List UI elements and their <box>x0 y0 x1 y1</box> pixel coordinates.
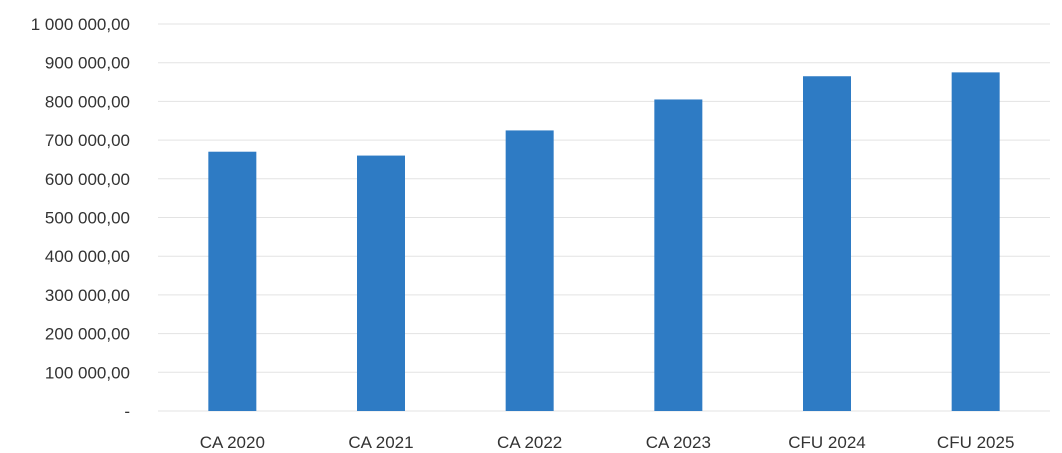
x-tick-label: CA 2023 <box>646 433 711 452</box>
y-tick-label: 600 000,00 <box>45 170 130 189</box>
x-tick-label: CA 2020 <box>200 433 265 452</box>
y-tick-label: - <box>124 402 130 421</box>
y-tick-label: 800 000,00 <box>45 92 130 111</box>
y-tick-label: 900 000,00 <box>45 54 130 73</box>
bar-ca-2020 <box>208 151 257 411</box>
gridlines <box>158 23 1050 412</box>
y-tick-label: 100 000,00 <box>45 363 130 382</box>
bar-cfu-2025 <box>951 72 1000 411</box>
y-tick-label: 700 000,00 <box>45 131 130 150</box>
x-tick-label: CA 2022 <box>497 433 562 452</box>
x-tick-label: CFU 2024 <box>788 433 865 452</box>
bar-cfu-2024 <box>803 76 851 412</box>
x-tick-label: CFU 2025 <box>937 433 1014 452</box>
bar-ca-2022 <box>505 130 554 412</box>
bar-ca-2023 <box>654 99 703 411</box>
bars <box>208 72 1000 412</box>
y-axis-tick-labels: - 100 000,00 200 000,00 300 000,00 400 000,0… <box>31 15 130 421</box>
bar-ca-2021 <box>357 155 405 411</box>
x-tick-label: CA 2021 <box>348 433 413 452</box>
y-tick-label: 1 000 000,00 <box>31 15 130 34</box>
x-axis-tick-labels: CA 2020 CA 2021 CA 2022 CA 2023 CFU 2024 CFU … <box>200 433 1015 452</box>
y-tick-label: 200 000,00 <box>45 325 130 344</box>
y-tick-label: 400 000,00 <box>45 247 130 266</box>
y-tick-label: 500 000,00 <box>45 209 130 228</box>
y-tick-label: 300 000,00 <box>45 286 130 305</box>
